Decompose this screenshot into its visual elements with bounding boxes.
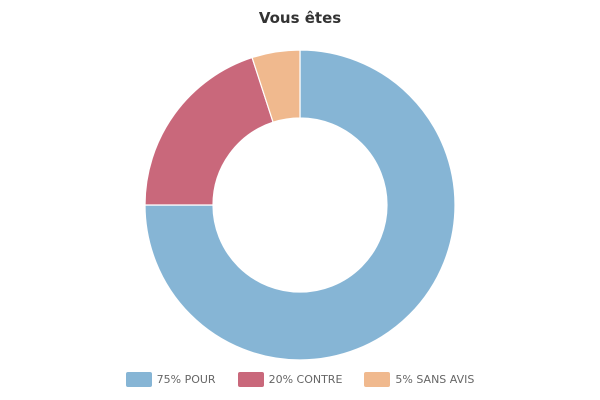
chart-legend: 75% POUR 20% CONTRE 5% SANS AVIS xyxy=(0,372,600,387)
legend-swatch xyxy=(125,372,152,387)
legend-swatch xyxy=(364,372,391,387)
legend-label: 5% SANS AVIS xyxy=(395,373,475,386)
legend-swatch xyxy=(237,372,264,387)
legend-item-contre[interactable]: 20% CONTRE xyxy=(237,372,343,387)
legend-label: 20% CONTRE xyxy=(268,373,343,386)
chart-title: Vous êtes xyxy=(258,9,342,27)
donut-slice-contre[interactable] xyxy=(144,56,274,206)
legend-item-pour[interactable]: 75% POUR xyxy=(125,372,216,387)
legend-label: 75% POUR xyxy=(156,373,216,386)
donut-slices xyxy=(144,49,456,361)
legend-item-sans-avis[interactable]: 5% SANS AVIS xyxy=(364,372,474,387)
donut-slice-pour[interactable] xyxy=(144,49,456,361)
donut-slice-sans-avis[interactable] xyxy=(251,49,301,124)
